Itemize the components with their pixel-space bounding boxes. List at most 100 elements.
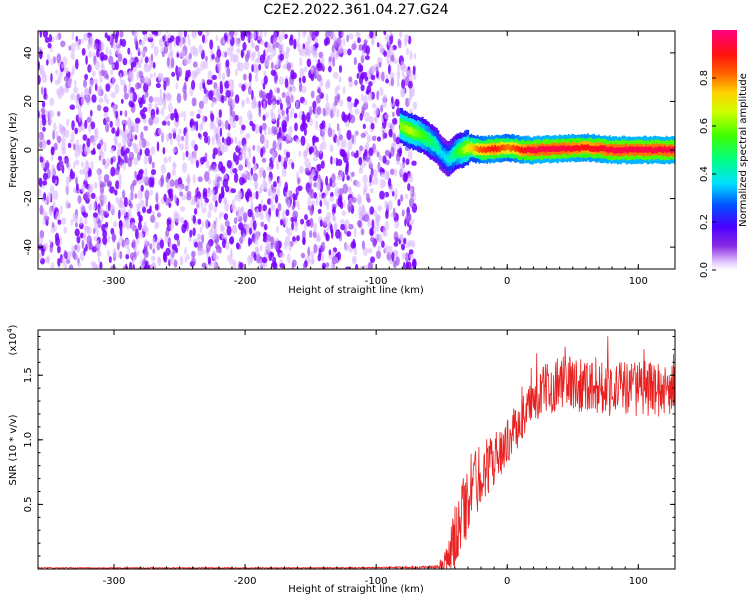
noise-speck [194, 144, 198, 152]
noise-speck [384, 33, 389, 42]
noise-speck [140, 131, 144, 141]
noise-speck [189, 110, 195, 117]
noise-speck [332, 181, 337, 188]
ridge-cell [593, 146, 595, 152]
noise-speck [75, 176, 78, 185]
noise-speck [150, 40, 155, 49]
ridge-cell [620, 147, 622, 154]
noise-speck [224, 34, 228, 42]
noise-speck [108, 55, 114, 65]
ridge-cell [509, 146, 512, 152]
noise-speck [151, 31, 157, 35]
noise-speck [121, 119, 128, 127]
ridge-cell [591, 146, 594, 152]
noise-speck [368, 116, 374, 124]
noise-speck [120, 79, 126, 86]
ridge-cell [483, 146, 485, 153]
noise-speck [372, 149, 379, 155]
noise-speck [99, 75, 103, 84]
ridge-cell [443, 152, 446, 160]
noise-speck [392, 111, 395, 118]
noise-speck [116, 116, 120, 124]
noise-speck [53, 225, 57, 232]
noise-speck [337, 197, 343, 208]
noise-speck [128, 151, 135, 161]
noise-speck [212, 179, 218, 188]
noise-speck [279, 76, 284, 85]
noise-speck [364, 55, 370, 61]
noise-speck [117, 155, 121, 165]
noise-speck [306, 112, 311, 123]
noise-speck [93, 78, 99, 85]
noise-speck [292, 236, 296, 242]
ridge-cell [514, 146, 517, 153]
noise-speck [405, 158, 410, 165]
noise-speck [85, 95, 91, 106]
noise-speck [84, 217, 88, 226]
noise-speck [378, 233, 383, 243]
noise-speck [347, 201, 353, 212]
noise-speck [94, 128, 98, 136]
noise-speck [291, 221, 294, 231]
noise-speck [210, 48, 214, 56]
noise-speck [47, 42, 52, 49]
ridge-cell [664, 146, 666, 152]
noise-speck [259, 134, 265, 144]
noise-speck [169, 239, 172, 248]
noise-speck [253, 179, 259, 189]
noise-speck [123, 143, 127, 152]
noise-speck [193, 47, 199, 54]
noise-speck [336, 158, 343, 167]
noise-speck [360, 228, 365, 236]
noise-speck [260, 221, 265, 228]
noise-speck [210, 113, 215, 122]
noise-speck [359, 163, 364, 171]
noise-speck [303, 127, 307, 136]
noise-speck [227, 123, 231, 131]
ridge-cell [566, 145, 569, 152]
noise-speck [364, 149, 368, 157]
noise-speck [38, 132, 41, 143]
ridge-cell [413, 128, 416, 137]
noise-speck [83, 145, 89, 156]
ridge-cell [605, 146, 608, 153]
noise-speck [229, 236, 234, 245]
ridge-cell [404, 124, 407, 133]
ridge-cell [667, 146, 669, 153]
noise-speck [387, 245, 393, 255]
noise-speck [270, 204, 276, 212]
noise-speck [114, 189, 118, 196]
noise-speck [320, 160, 325, 169]
noise-speck [156, 141, 160, 152]
noise-speck [63, 75, 69, 82]
noise-speck [63, 249, 67, 259]
noise-speck [311, 168, 316, 176]
ridge-cell [450, 153, 452, 161]
noise-speck [382, 94, 387, 101]
noise-speck [233, 53, 237, 64]
noise-speck [283, 240, 288, 250]
noise-speck [224, 202, 229, 212]
noise-speck [151, 169, 156, 176]
noise-speck [404, 172, 408, 181]
noise-speck [108, 256, 112, 264]
noise-speck [167, 37, 173, 44]
noise-speck [134, 147, 139, 154]
noise-speck [263, 49, 266, 60]
noise-speck [144, 63, 148, 68]
ridge-cell [579, 145, 581, 152]
noise-speck [161, 120, 167, 126]
noise-speck [266, 166, 272, 172]
noise-speck [389, 72, 395, 80]
spectrogram-y-ticks: -40 -20 0 20 40 [23, 46, 675, 255]
noise-speck [53, 142, 58, 151]
noise-speck [380, 104, 384, 113]
noise-speck [111, 232, 116, 243]
y-tick-label: 20 [23, 95, 34, 108]
ridge-cell [517, 146, 520, 152]
noise-speck [204, 152, 208, 160]
noise-speck [132, 180, 137, 186]
noise-speck [272, 101, 276, 110]
noise-speck [51, 167, 55, 178]
noise-speck [197, 176, 203, 183]
